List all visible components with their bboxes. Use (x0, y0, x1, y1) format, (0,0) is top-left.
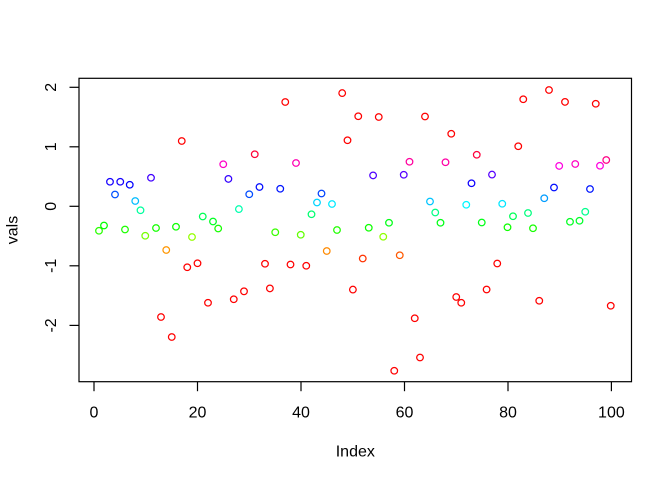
svg-text:1: 1 (43, 142, 60, 151)
svg-text:0: 0 (43, 202, 60, 211)
svg-text:-1: -1 (43, 259, 60, 273)
svg-text:vals: vals (5, 216, 22, 244)
svg-text:2: 2 (43, 83, 60, 92)
svg-text:Index: Index (336, 443, 375, 460)
svg-text:20: 20 (189, 404, 207, 421)
svg-text:100: 100 (598, 404, 625, 421)
svg-text:40: 40 (292, 404, 310, 421)
svg-text:80: 80 (499, 404, 517, 421)
svg-text:60: 60 (396, 404, 414, 421)
svg-text:0: 0 (90, 404, 99, 421)
svg-text:-2: -2 (43, 318, 60, 332)
